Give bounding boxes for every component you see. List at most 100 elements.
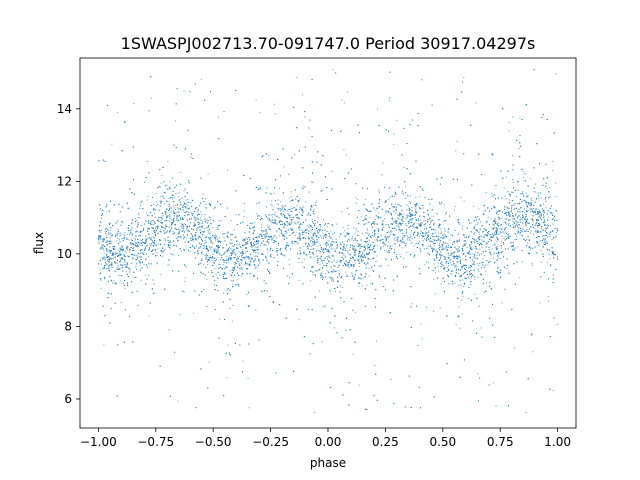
data-point bbox=[494, 245, 496, 247]
data-point bbox=[423, 220, 425, 222]
data-point bbox=[191, 238, 193, 240]
data-point bbox=[428, 230, 430, 232]
data-point bbox=[131, 262, 133, 264]
data-point bbox=[164, 203, 166, 205]
data-point bbox=[322, 262, 323, 264]
data-point bbox=[310, 240, 311, 242]
data-point bbox=[140, 225, 142, 226]
data-point bbox=[531, 230, 533, 232]
data-point bbox=[477, 276, 479, 278]
data-point bbox=[475, 251, 477, 253]
data-point bbox=[310, 246, 312, 247]
data-point bbox=[214, 250, 216, 252]
data-point bbox=[223, 292, 225, 294]
data-point bbox=[115, 233, 117, 235]
data-point bbox=[512, 220, 514, 222]
data-point bbox=[214, 257, 216, 259]
data-point bbox=[192, 213, 194, 215]
data-point bbox=[158, 216, 159, 218]
data-point bbox=[365, 247, 366, 249]
data-point bbox=[339, 285, 341, 287]
data-point bbox=[157, 204, 159, 205]
data-point bbox=[195, 220, 196, 221]
data-point bbox=[320, 248, 322, 250]
data-point bbox=[535, 211, 536, 213]
data-point bbox=[203, 245, 205, 247]
data-point bbox=[116, 266, 118, 268]
data-point bbox=[186, 225, 187, 227]
data-point bbox=[508, 122, 510, 123]
data-point bbox=[552, 160, 554, 162]
data-point bbox=[205, 248, 207, 250]
data-point bbox=[153, 204, 155, 205]
data-point bbox=[216, 276, 218, 278]
data-point bbox=[432, 235, 434, 237]
data-point bbox=[129, 251, 131, 253]
data-point bbox=[126, 252, 128, 254]
data-point bbox=[529, 202, 531, 204]
data-point bbox=[210, 240, 212, 242]
data-point bbox=[204, 255, 206, 256]
data-point bbox=[223, 237, 225, 239]
data-point bbox=[178, 255, 179, 257]
data-point bbox=[394, 238, 396, 240]
data-point bbox=[516, 235, 518, 237]
data-point bbox=[241, 249, 243, 251]
data-point bbox=[466, 247, 468, 248]
data-point bbox=[103, 252, 105, 254]
data-point bbox=[369, 249, 371, 251]
data-point bbox=[336, 223, 338, 225]
data-point bbox=[238, 263, 240, 265]
data-point bbox=[308, 231, 310, 232]
data-point bbox=[183, 223, 185, 225]
data-point bbox=[139, 256, 141, 258]
data-point bbox=[360, 278, 362, 280]
data-point bbox=[455, 324, 457, 326]
data-point bbox=[189, 202, 191, 204]
data-point bbox=[301, 230, 303, 232]
data-point bbox=[508, 223, 510, 224]
data-point bbox=[537, 235, 539, 237]
data-point bbox=[482, 231, 484, 233]
data-point bbox=[180, 171, 181, 173]
data-point bbox=[344, 265, 346, 267]
data-point bbox=[265, 245, 267, 247]
data-point bbox=[403, 167, 405, 168]
data-point bbox=[321, 341, 323, 343]
data-point bbox=[366, 253, 367, 255]
data-point bbox=[177, 214, 179, 216]
data-point bbox=[347, 91, 349, 93]
data-point bbox=[299, 198, 301, 200]
data-point bbox=[376, 245, 378, 247]
data-point bbox=[177, 240, 179, 242]
data-point bbox=[110, 222, 112, 224]
data-point bbox=[345, 248, 347, 250]
data-point bbox=[395, 212, 397, 214]
data-point bbox=[437, 237, 439, 239]
data-point bbox=[514, 203, 516, 205]
data-point bbox=[549, 258, 551, 260]
data-point bbox=[280, 229, 282, 231]
data-point bbox=[545, 206, 547, 208]
data-point bbox=[459, 280, 461, 281]
data-point bbox=[270, 220, 272, 222]
data-point bbox=[221, 268, 223, 270]
data-point bbox=[439, 307, 441, 309]
data-point bbox=[289, 210, 291, 212]
data-point bbox=[261, 226, 263, 228]
data-point bbox=[444, 234, 446, 236]
data-point bbox=[465, 242, 467, 244]
data-point bbox=[540, 231, 542, 233]
data-point bbox=[339, 260, 341, 262]
data-point bbox=[490, 217, 492, 219]
data-point bbox=[243, 210, 245, 212]
data-point bbox=[525, 201, 527, 202]
data-point bbox=[273, 236, 275, 238]
data-point bbox=[374, 244, 376, 246]
data-point bbox=[98, 240, 100, 242]
data-point bbox=[308, 236, 309, 238]
data-point bbox=[338, 270, 340, 272]
data-point bbox=[462, 279, 464, 281]
data-point bbox=[218, 250, 219, 252]
